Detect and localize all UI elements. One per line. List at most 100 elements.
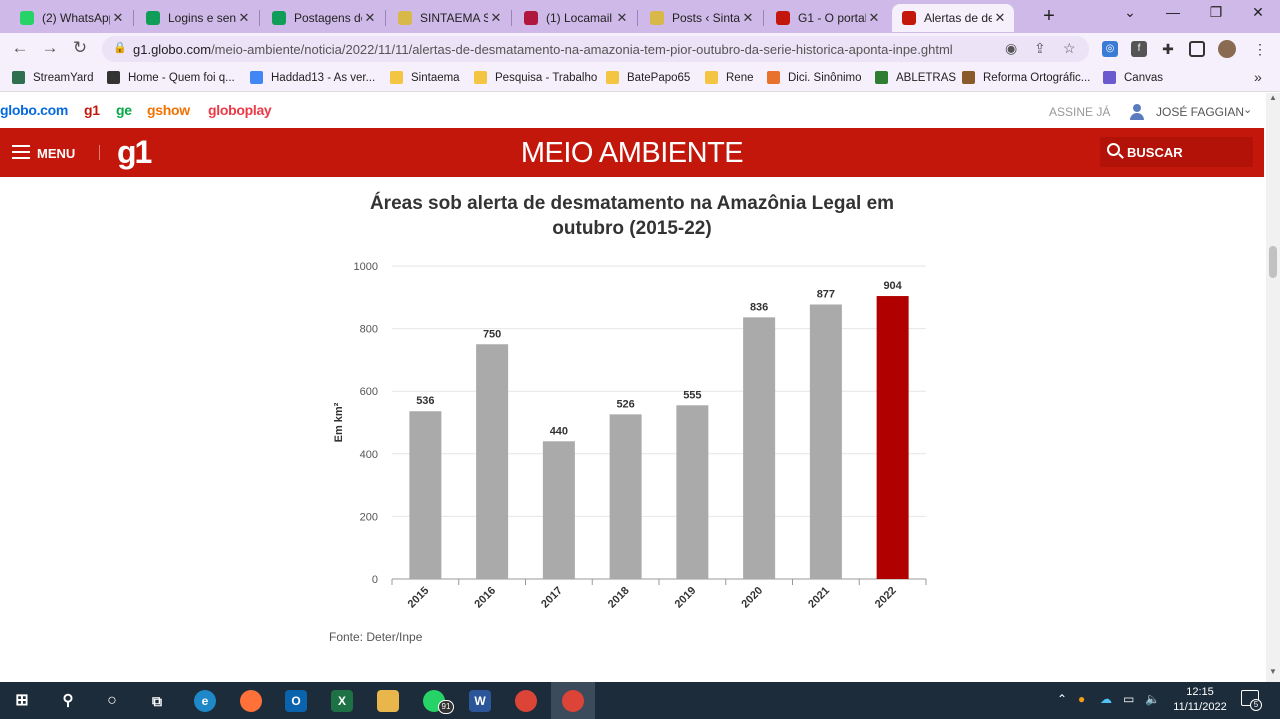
brand-link[interactable]: gshow	[147, 102, 190, 118]
close-tab-icon[interactable]: ✕	[616, 10, 628, 25]
bookmark-star-icon[interactable]: ☆	[1063, 40, 1076, 56]
volume-icon[interactable]: 🔈	[1145, 692, 1160, 706]
google-sheets-icon	[272, 11, 286, 25]
extensions-puzzle-icon[interactable]: ✚	[1162, 41, 1174, 57]
new-tab-button[interactable]: +	[1043, 5, 1055, 27]
bookmark-item[interactable]: Sintaema	[390, 71, 460, 84]
tab-search-icon[interactable]: ⌄	[1124, 4, 1136, 20]
bookmark-item[interactable]: BatePapo65	[606, 71, 690, 84]
scroll-down-arrow-icon[interactable]: ▼	[1269, 667, 1277, 676]
data-label: 904	[883, 280, 902, 292]
hamburger-menu-icon[interactable]	[12, 145, 30, 159]
back-button[interactable]: ←	[11, 38, 29, 57]
bookmark-item[interactable]: Home - Quem foi q...	[107, 71, 235, 84]
browser-tab[interactable]: Alertas de de ✕	[892, 4, 1014, 32]
avast-icon[interactable]: ●	[1078, 692, 1086, 706]
bar	[542, 441, 575, 579]
brand-link[interactable]: ge	[116, 102, 132, 118]
system-clock[interactable]: 12:15 11/11/2022	[1168, 685, 1232, 715]
profile-avatar[interactable]	[1218, 40, 1236, 58]
location-icon[interactable]: ◉	[1005, 40, 1018, 56]
outlook-icon[interactable]: O	[285, 690, 307, 712]
bookmark-item[interactable]: Pesquisa - Trabalho	[474, 71, 597, 84]
tab-separator	[259, 10, 260, 26]
facebook-extension-icon[interactable]: f	[1131, 41, 1147, 57]
bookmark-label: BatePapo65	[627, 71, 691, 84]
search-button[interactable]: BUSCAR	[1100, 137, 1253, 167]
forward-button[interactable]: →	[41, 38, 59, 57]
tab-title: Posts ‹ Sintae	[672, 11, 740, 25]
brand-link[interactable]: globoplay	[208, 102, 272, 118]
browser-tab[interactable]: (1) Locamail ✕	[514, 4, 636, 32]
side-panel-icon[interactable]	[1189, 41, 1205, 57]
firefox-icon[interactable]	[240, 690, 262, 712]
cloud-icon[interactable]: ☁	[1100, 692, 1112, 706]
close-tab-icon[interactable]: ✕	[364, 10, 376, 25]
g1-logo[interactable]: g1	[117, 134, 152, 170]
y-tick-label: 800	[360, 324, 378, 336]
chevron-down-icon[interactable]: ⌄	[1243, 104, 1253, 116]
chrome-icon[interactable]	[515, 690, 537, 712]
address-bar[interactable]: 🔒 g1.globo.com/meio-ambiente/noticia/202…	[102, 36, 1089, 62]
section-title[interactable]: MEIO AMBIENTE	[520, 137, 744, 169]
brand-link[interactable]: globo.com	[0, 102, 69, 118]
scrollbar-thumb[interactable]	[1269, 246, 1277, 278]
close-tab-icon[interactable]: ✕	[238, 10, 250, 25]
bookmark-item[interactable]: Reforma Ortográfic...	[962, 71, 1090, 84]
browser-tab[interactable]: Logins e senh ✕	[136, 4, 258, 32]
subscribe-link[interactable]: ASSINE JÁ	[1049, 105, 1111, 119]
bar	[476, 344, 509, 579]
task-view-icon[interactable]: ⧉	[152, 693, 162, 709]
locamail-icon	[524, 11, 538, 25]
restore-button[interactable]: ❐	[1209, 4, 1223, 20]
user-name[interactable]: JOSÉ FAGGIAN	[1156, 105, 1245, 119]
share-icon[interactable]: ⇪	[1034, 40, 1046, 56]
brand-link[interactable]: g1	[84, 102, 100, 118]
browser-tab[interactable]: Posts ‹ Sintae ✕	[640, 4, 762, 32]
close-tab-icon[interactable]: ✕	[112, 10, 124, 25]
minimize-button[interactable]: —	[1166, 4, 1180, 20]
network-icon[interactable]: ▭	[1123, 692, 1135, 706]
excel-icon[interactable]: X	[331, 690, 353, 712]
search-icon[interactable]: ⚲	[62, 692, 74, 709]
url-text: g1.globo.com/meio-ambiente/noticia/2022/…	[133, 42, 953, 57]
file-explorer-icon[interactable]	[377, 690, 399, 712]
close-tab-icon[interactable]: ✕	[994, 10, 1006, 25]
user-icon[interactable]	[1130, 104, 1144, 120]
chrome-profile-icon[interactable]	[562, 690, 584, 712]
bookmark-item[interactable]: Canvas	[1103, 71, 1163, 84]
scroll-up-arrow-icon[interactable]: ▲	[1269, 93, 1277, 102]
more-bookmarks-icon[interactable]: »	[1254, 69, 1262, 85]
close-tab-icon[interactable]: ✕	[490, 10, 502, 25]
bar-chart: 0 200 400 600 800 1000 Em km² 536 2015 750 2016 440…	[333, 261, 927, 610]
show-hidden-icons-icon[interactable]: ⌃	[1057, 692, 1068, 706]
browser-menu-icon[interactable]: ⋮	[1253, 41, 1267, 57]
dicio-icon	[767, 71, 780, 84]
browser-tab[interactable]: (2) WhatsApp ✕	[10, 4, 132, 32]
y-tick-label: 400	[360, 449, 378, 461]
browser-tab[interactable]: Postagens de ✕	[262, 4, 384, 32]
browser-tab[interactable]: G1 - O portal ✕	[766, 4, 888, 32]
browser-tab[interactable]: SINTAEMA SP✕	[388, 4, 510, 32]
globe-icon	[107, 71, 120, 84]
word-icon[interactable]: W	[469, 690, 491, 712]
y-axis-label: Em km²	[333, 402, 345, 442]
extension-globe-icon[interactable]: ◎	[1102, 41, 1118, 57]
page-scrollbar[interactable]: ▲ ▼	[1266, 93, 1280, 682]
bookmark-item[interactable]: StreamYard	[12, 71, 94, 84]
bookmark-item[interactable]: Haddad13 - As ver...	[250, 71, 375, 84]
bookmark-item[interactable]: Rene	[705, 71, 754, 84]
windows-start-icon[interactable]: ⊞	[15, 692, 29, 709]
close-tab-icon[interactable]: ✕	[742, 10, 754, 25]
data-label: 836	[750, 301, 768, 313]
close-tab-icon[interactable]: ✕	[868, 10, 880, 25]
tab-title: Alertas de de	[924, 11, 992, 25]
folder-icon	[474, 71, 487, 84]
reload-button[interactable]: ↻	[72, 38, 88, 57]
close-window-button[interactable]: ✕	[1252, 4, 1264, 20]
menu-button[interactable]: MENU	[37, 146, 76, 161]
edge-icon[interactable]: e	[194, 690, 216, 712]
bookmark-item[interactable]: Dici. Sinônimo	[767, 71, 862, 84]
bookmark-item[interactable]: ABLETRAS	[875, 71, 956, 84]
cortana-icon[interactable]: ○	[107, 692, 117, 709]
